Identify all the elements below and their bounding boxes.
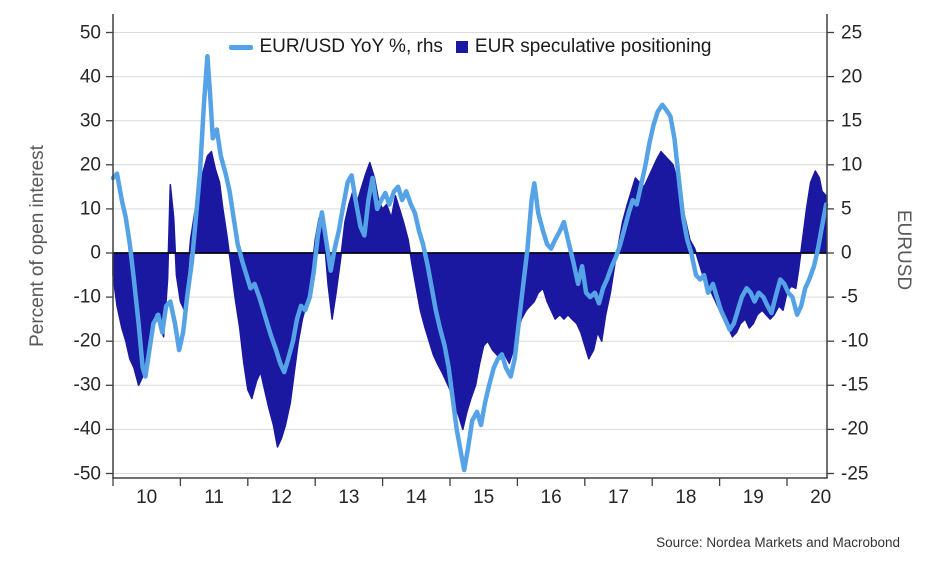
x-axis-tick-label: 14 (405, 487, 427, 508)
x-axis-tick-label: 16 (540, 487, 562, 508)
left-axis-tick-label: -30 (73, 374, 101, 396)
area-series-swatch-icon (455, 41, 468, 53)
left-axis-tick-label: 10 (79, 198, 101, 220)
right-axis-tick-label: 10 (841, 154, 863, 176)
right-axis-tick-label: 25 (841, 22, 863, 43)
right-axis-tick-label: -15 (841, 374, 869, 396)
left-axis-tick-label: 0 (90, 242, 101, 264)
left-axis-tick-label: -50 (73, 463, 101, 484)
right-axis-tick-label: -25 (841, 463, 869, 484)
right-axis-tick-label: -5 (841, 286, 858, 308)
right-axis-tick-label: 15 (841, 110, 863, 132)
legend-label-area-series: EUR speculative positioning (474, 36, 712, 57)
x-axis-tick-label: 15 (473, 487, 495, 508)
x-axis-tick-label: 18 (675, 487, 697, 508)
left-axis-tick-label: 50 (79, 22, 101, 43)
left-axis-tick-label: -40 (73, 418, 101, 440)
chart-legend: EUR/USD YoY %, rhs EUR speculative posit… (113, 35, 827, 59)
x-axis-tick-label: 17 (607, 487, 630, 508)
right-axis-tick-label: -10 (841, 330, 869, 352)
left-axis-tick-label: 20 (79, 154, 101, 176)
source-note: Source: Nordea Markets and Macrobond (656, 535, 900, 550)
x-axis-tick-label: 10 (136, 487, 158, 508)
x-axis-tick-label: 13 (338, 487, 360, 508)
right-axis-tick-label: 20 (841, 66, 863, 88)
left-axis-tick-label: 40 (79, 66, 101, 88)
right-axis-tick-label: 0 (841, 242, 852, 264)
left-axis-tick-label: -10 (73, 286, 101, 308)
left-axis-title: Percent of open interest (27, 145, 48, 347)
x-axis-tick-label: 11 (204, 487, 224, 508)
legend-label-line-series: EUR/USD YoY %, rhs (259, 36, 443, 57)
line-series-swatch-icon (228, 44, 253, 50)
right-axis-tick-label: 5 (841, 198, 852, 220)
x-axis-tick-label: 12 (270, 487, 293, 508)
left-axis-tick-label: -20 (73, 330, 101, 352)
right-axis-title: EURUSD (893, 209, 914, 291)
left-axis-tick-label: 30 (79, 110, 101, 132)
x-axis-tick-label: 20 (810, 487, 832, 508)
right-axis-tick-label: -20 (841, 418, 869, 440)
x-axis-tick-label: 19 (742, 487, 764, 508)
